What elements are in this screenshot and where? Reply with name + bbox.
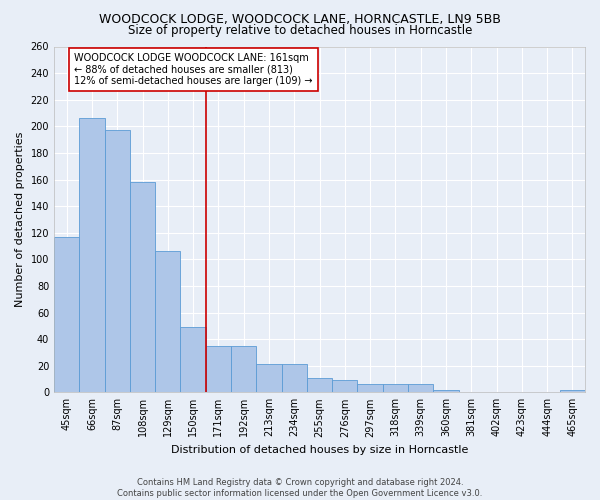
Text: Contains HM Land Registry data © Crown copyright and database right 2024.
Contai: Contains HM Land Registry data © Crown c… <box>118 478 482 498</box>
X-axis label: Distribution of detached houses by size in Horncastle: Distribution of detached houses by size … <box>171 445 468 455</box>
Bar <box>433 390 458 392</box>
Bar <box>281 364 307 392</box>
Bar <box>206 346 231 393</box>
Bar <box>54 236 79 392</box>
Bar <box>560 390 585 392</box>
Bar <box>256 364 281 392</box>
Bar <box>332 380 358 392</box>
Bar <box>155 252 181 392</box>
Bar <box>307 378 332 392</box>
Bar <box>79 118 104 392</box>
Bar <box>383 384 408 392</box>
Text: WOODCOCK LODGE, WOODCOCK LANE, HORNCASTLE, LN9 5BB: WOODCOCK LODGE, WOODCOCK LANE, HORNCASTL… <box>99 12 501 26</box>
Bar <box>130 182 155 392</box>
Y-axis label: Number of detached properties: Number of detached properties <box>15 132 25 307</box>
Text: Size of property relative to detached houses in Horncastle: Size of property relative to detached ho… <box>128 24 472 37</box>
Text: WOODCOCK LODGE WOODCOCK LANE: 161sqm
← 88% of detached houses are smaller (813)
: WOODCOCK LODGE WOODCOCK LANE: 161sqm ← 8… <box>74 53 313 86</box>
Bar <box>231 346 256 393</box>
Bar <box>104 130 130 392</box>
Bar <box>358 384 383 392</box>
Bar <box>408 384 433 392</box>
Bar <box>181 327 206 392</box>
